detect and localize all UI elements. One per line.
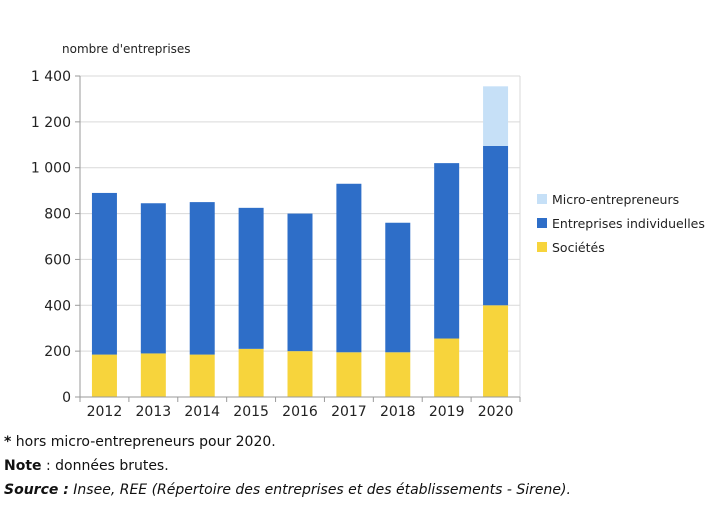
x-tick-label: 2012 [87,404,123,420]
x-tick-label: 2017 [331,404,367,420]
bar-segment-entreprises-individuelles-2019 [434,163,460,339]
bar-segment-soci-t-s-2012 [91,354,117,397]
axes: 0 200 400 600 800 1 000 1 200 1 400 2012 2013 2014… [31,69,521,420]
footnote-line: * hors micro-entrepreneurs pour 2020. [4,430,571,454]
bar-segment-entreprises-individuelles-2013 [140,203,166,354]
y-axis-label: nombre d'entreprises [62,42,191,56]
legend-swatch-entreprises-individuelles [537,218,547,228]
bar-segment-soci-t-s-2019 [434,338,460,397]
bar-segment-soci-t-s-2015 [238,348,264,397]
bar-segment-soci-t-s-2014 [189,354,215,397]
x-tick-label: 2019 [429,404,465,420]
legend-swatch-micro-entrepreneurs [537,194,547,204]
y-tick-label: 200 [44,344,71,360]
bar-segment-entreprises-individuelles-2015 [238,207,264,349]
y-tick-label: 1 200 [31,115,71,131]
y-tick-label: 600 [44,252,71,268]
bar-segment-entreprises-individuelles-2018 [385,222,411,353]
footnote-star: * [4,434,12,450]
bars [91,86,509,397]
y-tick-label: 800 [44,207,71,223]
bar-segment-soci-t-s-2020 [483,305,509,397]
bar-segment-entreprises-individuelles-2016 [287,213,313,352]
chart-notes: * hors micro-entrepreneurs pour 2020. No… [4,430,571,502]
bar-segment-soci-t-s-2017 [336,352,362,397]
note-label: Note [4,458,42,474]
x-tick-label: 2018 [380,404,416,420]
source-line: Source : Insee, REE (Répertoire des entr… [4,478,571,502]
y-tick-label: 1 400 [31,69,71,85]
bar-segment-soci-t-s-2018 [385,352,411,397]
bar-segment-soci-t-s-2013 [140,353,166,397]
legend-label-micro-entrepreneurs: Micro-entrepreneurs [552,192,679,207]
note-text: : données brutes. [41,458,169,474]
bar-segment-micro-entrepreneurs-2020 [483,86,509,146]
x-tick-label: 2014 [184,404,220,420]
x-tick-label: 2020 [478,404,514,420]
bar-segment-entreprises-individuelles-2014 [189,202,215,355]
bar-segment-soci-t-s-2016 [287,351,313,397]
stacked-bar-chart: nombre d'entreprises 0 200 400 600 800 1 000 1… [31,42,705,420]
legend: Micro-entrepreneurs Entreprises individue… [537,192,705,255]
x-tick-label: 2013 [136,404,172,420]
note-line: Note : données brutes. [4,454,571,478]
y-tick-label: 400 [44,298,71,314]
bar-segment-entreprises-individuelles-2017 [336,183,362,353]
source-text: Insee, REE (Répertoire des entreprises e… [68,482,571,498]
bar-segment-entreprises-individuelles-2012 [91,192,117,355]
y-tick-label: 0 [62,390,71,406]
y-tick-label: 1 000 [31,161,71,177]
footnote-text: hors micro-entrepreneurs pour 2020. [11,434,276,450]
legend-label-entreprises-individuelles: Entreprises individuelles [552,216,705,231]
source-label: Source : [4,482,69,498]
legend-swatch-soci-t-s [537,242,547,252]
x-tick-label: 2015 [233,404,269,420]
legend-label-soci-t-s: Sociétés [552,240,605,255]
bar-segment-entreprises-individuelles-2020 [483,145,509,306]
x-tick-label: 2016 [282,404,318,420]
